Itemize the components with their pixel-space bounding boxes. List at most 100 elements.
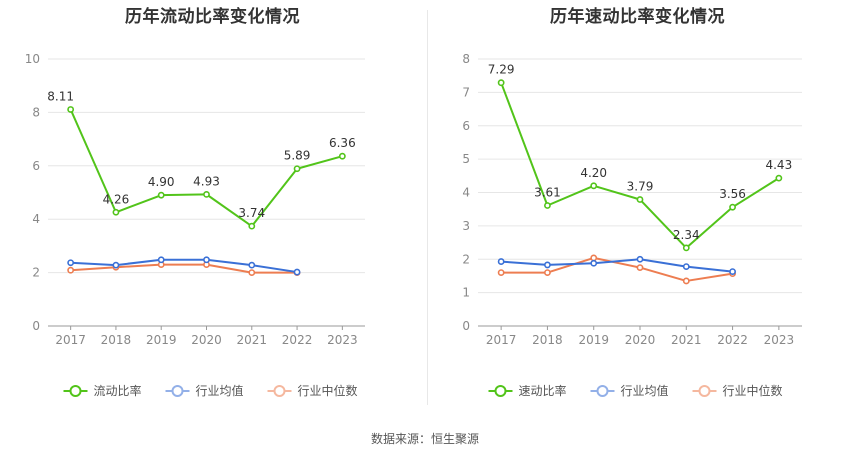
- y-tick-label: 5: [462, 152, 470, 166]
- data-label: 6.36: [329, 136, 356, 150]
- series-line: [70, 258, 298, 274]
- legend-item: 行业中位数: [267, 383, 358, 398]
- data-label: 3.61: [534, 186, 561, 200]
- x-tick-label: 2019: [146, 333, 177, 347]
- data-point: [544, 202, 551, 209]
- data-point: [338, 152, 346, 160]
- legend-marker: [273, 385, 286, 397]
- data-label: 4.43: [765, 158, 792, 172]
- y-tick-label: 6: [462, 119, 470, 133]
- data-label: 8.11: [47, 89, 74, 103]
- x-tick-label: 2023: [764, 333, 795, 347]
- current-ratio-plot: 0 2 4 6 8 10 2017 2018 2019 2020 2021 2022 2023 8.11 4…: [25, 52, 365, 398]
- legend-marker: [171, 385, 184, 397]
- legend-marker: [698, 385, 711, 397]
- x-tick-label: 2022: [282, 333, 313, 347]
- y-tick-label: 4: [462, 186, 470, 200]
- data-label: 3.79: [627, 180, 654, 194]
- data-point: [682, 277, 690, 285]
- series-line: [501, 258, 733, 273]
- data-label: 5.89: [284, 149, 311, 163]
- legend-marker: [69, 385, 82, 397]
- data-point: [248, 261, 256, 269]
- data-label: 4.20: [580, 166, 607, 180]
- data-label: 4.93: [193, 174, 220, 188]
- data-point: [775, 174, 783, 182]
- data-point: [590, 254, 598, 262]
- x-tick-label: 2017: [486, 333, 517, 347]
- x-tick-label: 2018: [532, 333, 563, 347]
- y-tick-label: 3: [462, 219, 470, 233]
- data-label: 7.29: [488, 63, 515, 77]
- data-point: [112, 208, 120, 216]
- data-point: [157, 256, 165, 264]
- legend-label: 流动比率: [94, 383, 142, 398]
- data-point: [497, 79, 505, 87]
- legend-item: 行业均值: [165, 383, 244, 398]
- x-tick-label: 2023: [327, 333, 358, 347]
- data-label: 3.56: [719, 187, 746, 201]
- y-tick-label: 10: [25, 52, 40, 66]
- legend-item: 行业中位数: [692, 383, 783, 398]
- x-tick-label: 2021: [237, 333, 268, 347]
- legend-item: 流动比率: [63, 383, 142, 398]
- series-line: [69, 109, 343, 228]
- y-tick-label: 7: [462, 85, 470, 99]
- data-point: [293, 268, 301, 276]
- data-point: [248, 269, 256, 276]
- data-point: [682, 244, 690, 252]
- series-line: [70, 263, 298, 274]
- chart-title: 历年流动比率变化情况: [125, 7, 300, 27]
- data-point: [590, 182, 598, 190]
- data-label: 3.74: [238, 206, 265, 220]
- data-point: [203, 190, 210, 198]
- legend-label: 速动比率: [519, 383, 567, 398]
- data-point: [293, 165, 301, 173]
- x-tick-label: 2021: [671, 333, 702, 347]
- chart-title: 历年速动比率变化情况: [550, 7, 725, 27]
- legend-item: 速动比率: [488, 383, 567, 398]
- data-label: 4.26: [103, 192, 130, 206]
- x-tick-label: 2022: [717, 333, 748, 347]
- data-point: [112, 261, 120, 269]
- data-source-note: 数据来源：恒生聚源: [370, 432, 479, 446]
- data-point: [636, 196, 644, 203]
- data-point: [544, 261, 551, 269]
- y-tick-label: 1: [462, 286, 470, 300]
- y-tick-label: 6: [32, 159, 40, 173]
- data-point: [590, 259, 598, 267]
- data-point: [203, 256, 210, 264]
- data-point: [544, 269, 551, 276]
- x-tick-label: 2018: [101, 333, 132, 347]
- data-label: 4.90: [148, 175, 175, 189]
- quick-ratio-plot: 0 1 2 3 4 5 6 7 8 2017 2018 2019 2020 2021 2022 2023 7.2…: [462, 52, 802, 398]
- data-point: [682, 263, 690, 270]
- data-point: [248, 222, 256, 230]
- x-tick-label: 2019: [578, 333, 609, 347]
- legend-marker: [494, 385, 507, 397]
- panel-divider: [427, 10, 428, 405]
- y-tick-label: 4: [32, 212, 40, 226]
- current-ratio-chart: 历年流动比率变化情况 0 2 4 6 8 10 2017 2018 2019 2020 2021 20…: [0, 0, 425, 410]
- x-tick-label: 2020: [191, 333, 222, 347]
- data-point: [67, 106, 75, 113]
- data-point: [497, 269, 505, 276]
- data-point: [636, 255, 644, 263]
- y-tick-label: 2: [32, 266, 40, 280]
- y-tick-label: 8: [32, 105, 40, 119]
- data-point: [636, 264, 644, 271]
- x-tick-label: 2020: [625, 333, 656, 347]
- legend-label: 行业均值: [621, 383, 669, 398]
- data-point: [157, 191, 165, 199]
- data-point: [67, 266, 75, 274]
- data-point: [497, 258, 505, 265]
- legend-item: 行业均值: [590, 383, 669, 398]
- x-tick-label: 2017: [55, 333, 86, 347]
- quick-ratio-chart: 历年速动比率变化情况 0 1 2 3 4 5 6 7 8 2017 2018 2019 2020 2021…: [425, 0, 850, 410]
- series-line: [501, 256, 733, 282]
- data-label: 2.34: [673, 228, 700, 242]
- y-tick-label: 8: [462, 52, 470, 66]
- series-line: [500, 82, 780, 249]
- legend-label: 行业中位数: [298, 383, 358, 398]
- data-point: [729, 203, 736, 211]
